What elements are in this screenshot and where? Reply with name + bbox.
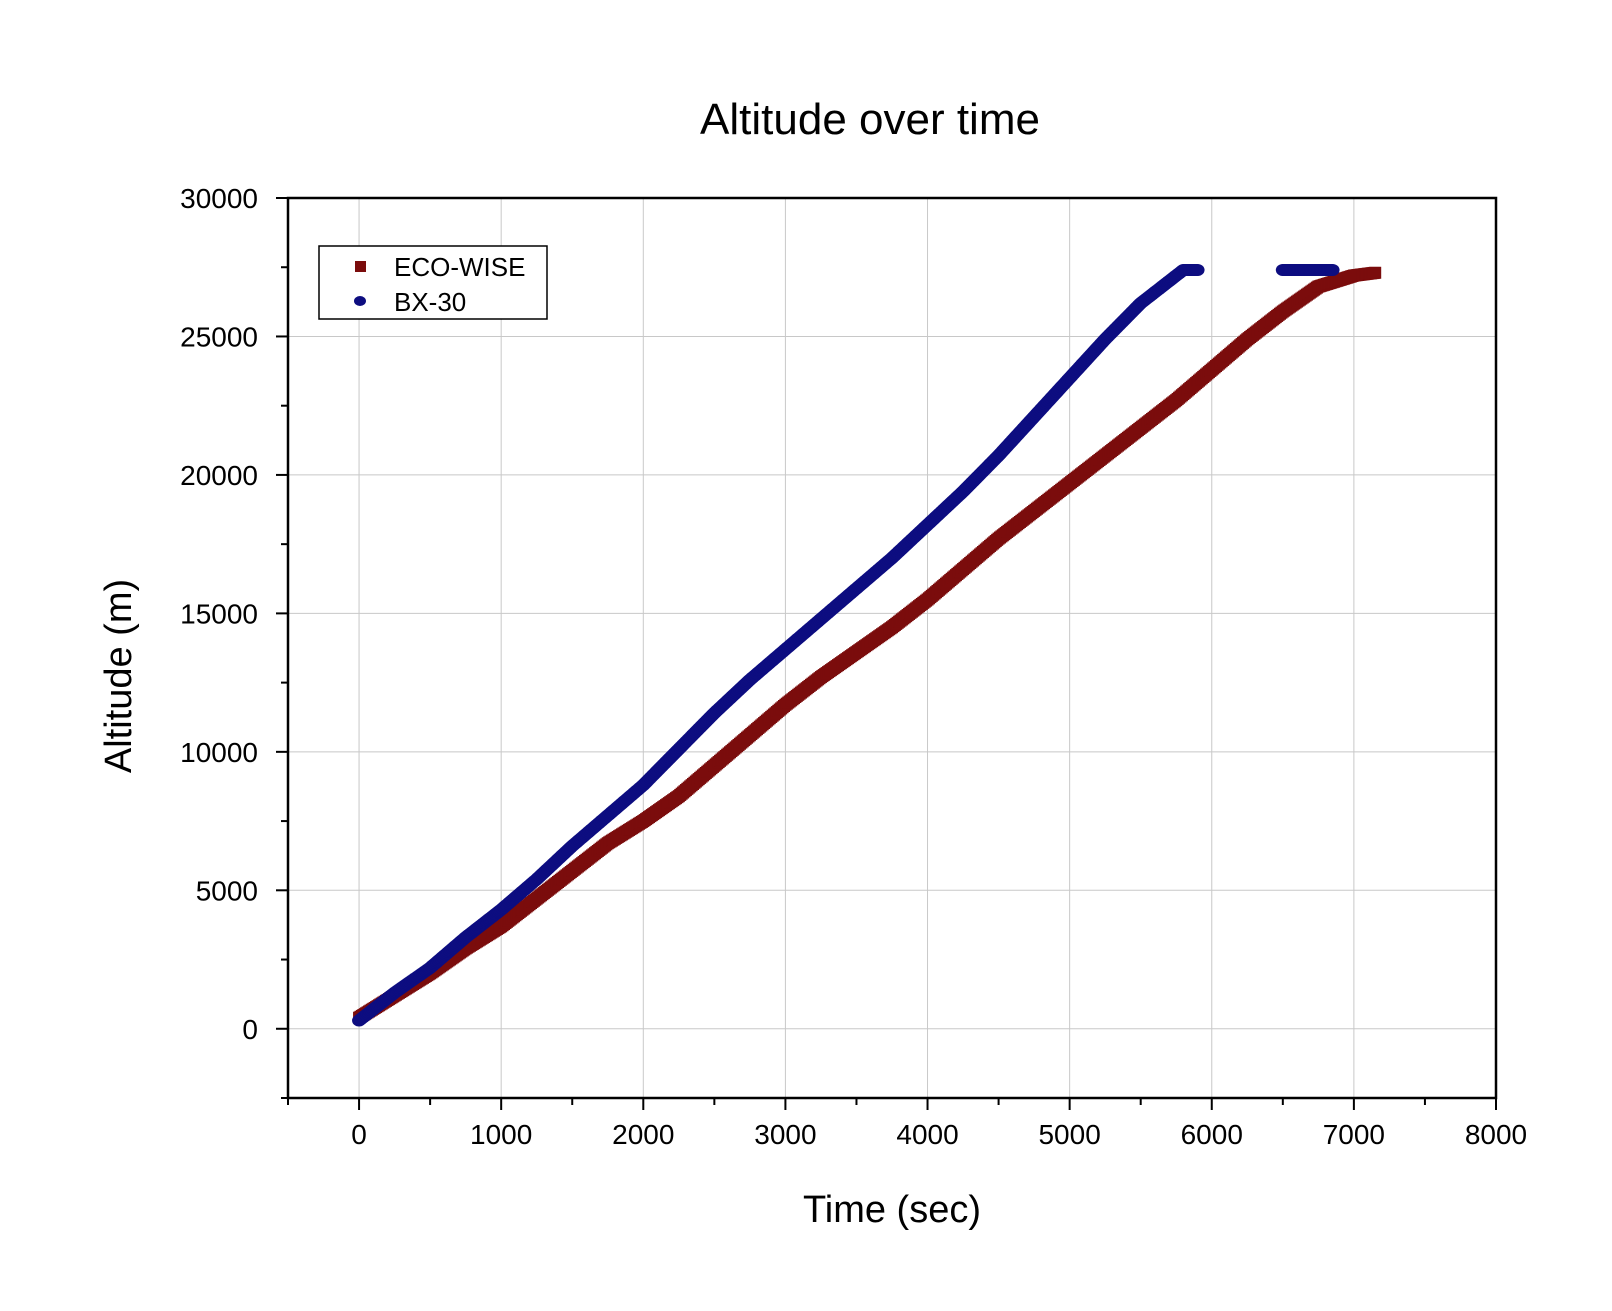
x-tick-label: 5000	[1038, 1119, 1100, 1150]
y-tick-label: 10000	[180, 737, 258, 768]
data-series	[352, 264, 1382, 1027]
legend-box	[318, 245, 548, 320]
data-point	[1369, 266, 1382, 279]
axes: 0 1000 2000 3000 4000 5000 6000 7000 8000 0 5000 10…	[180, 183, 1527, 1150]
y-tick-label: 25000	[180, 321, 258, 352]
y-tick-label: 15000	[180, 598, 258, 629]
y-tick-label: 0	[242, 1014, 258, 1045]
plot-frame	[286, 196, 1498, 1100]
y-tick-label: 20000	[180, 460, 258, 491]
x-tick-label: 2000	[612, 1119, 674, 1150]
x-tick-label: 8000	[1465, 1119, 1527, 1150]
data-point	[1325, 264, 1340, 276]
y-axis-title: Altitude (m)	[98, 579, 140, 773]
x-tick-label: 0	[351, 1119, 367, 1150]
legend-marker-bx-30	[354, 296, 366, 306]
y-tick-label: 5000	[196, 875, 258, 906]
x-tick-label: 3000	[754, 1119, 816, 1150]
data-point	[1190, 264, 1205, 276]
legend-label-eco-wise: ECO-WISE	[394, 252, 525, 282]
y-tick-label: 30000	[180, 183, 258, 214]
legend-label-bx-30: BX-30	[394, 287, 466, 317]
x-tick-label: 1000	[470, 1119, 532, 1150]
legend: ECO-WISE BX-30	[318, 245, 548, 320]
chart-title: Altitude over time	[700, 95, 1040, 144]
x-axis-title: Time (sec)	[803, 1189, 981, 1231]
series-bx-30	[352, 264, 1340, 1027]
x-tick-label: 6000	[1181, 1119, 1243, 1150]
x-tick-label: 7000	[1323, 1119, 1385, 1150]
x-tick-label: 4000	[896, 1119, 958, 1150]
legend-marker-eco-wise	[355, 261, 366, 272]
